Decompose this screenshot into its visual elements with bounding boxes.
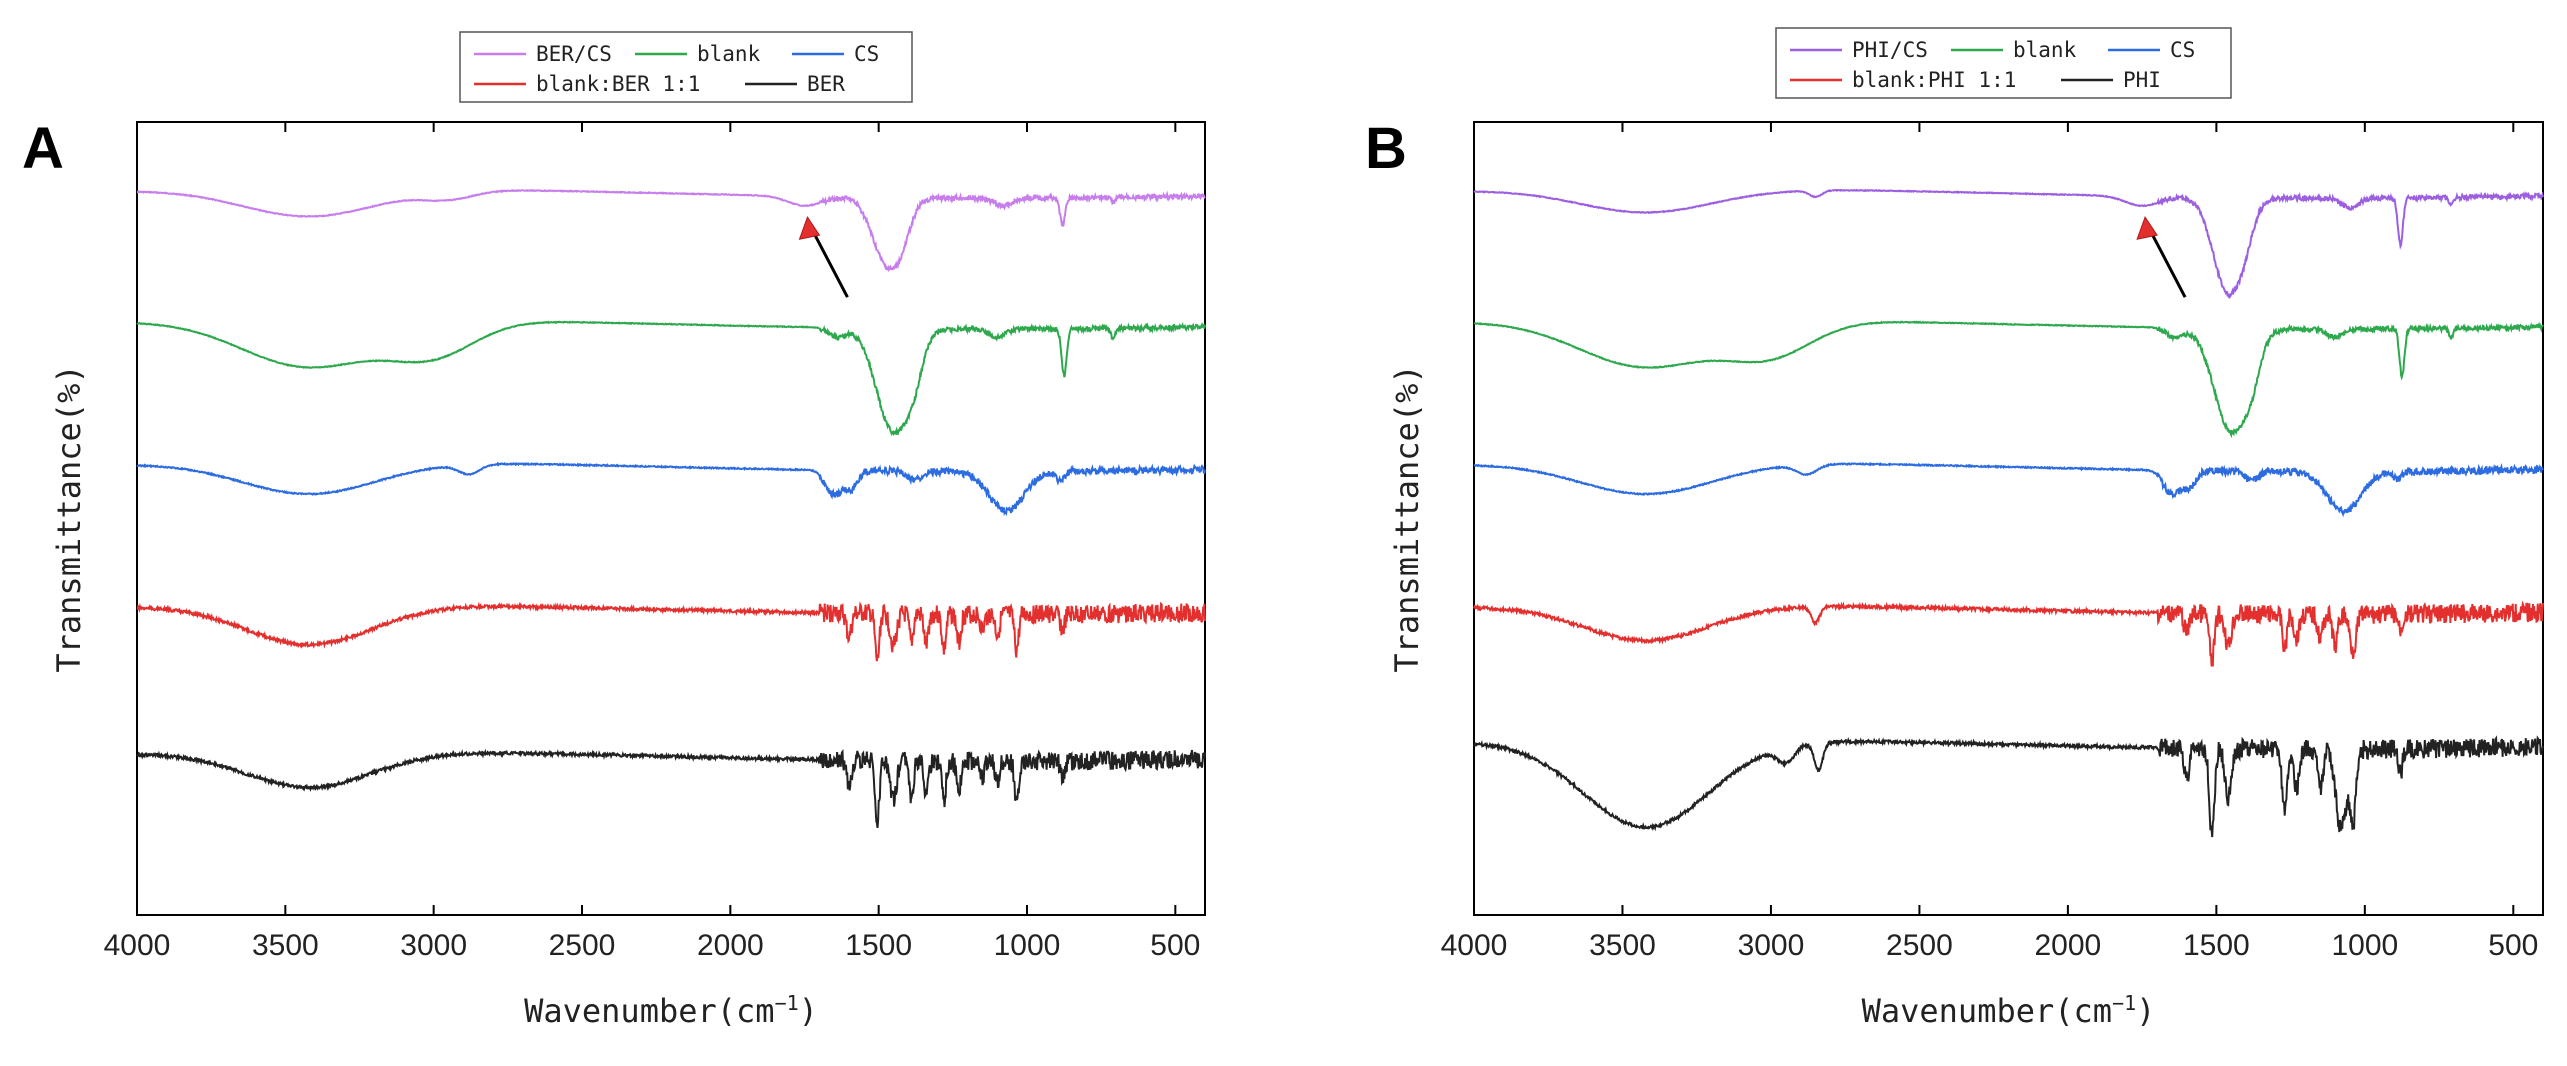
- series-line-phi: [1473, 735, 2544, 838]
- arrow-head: [2136, 216, 2158, 240]
- x-tick-label: 2500: [549, 929, 616, 962]
- legend: PHI/CS blank CS blank:PHI 1:1 PHI: [1775, 27, 2232, 99]
- legend-label: blank: [2013, 38, 2077, 62]
- panel-letter: B: [1365, 116, 1407, 181]
- plot-frame: [1473, 121, 2544, 916]
- y-axis-label: Transmittance(%): [1388, 364, 1426, 672]
- arrow-shaft: [812, 231, 849, 298]
- x-tick-label: 3000: [400, 929, 467, 962]
- series-line-ber-cs: [136, 188, 1206, 273]
- y-axis-label: Transmittance(%): [50, 364, 88, 672]
- plot-frame: [136, 121, 1206, 916]
- legend-label: PHI/CS: [1852, 38, 1928, 62]
- series-line-blank: [1473, 320, 2544, 439]
- legend-box: [1775, 27, 2232, 99]
- legend-box: [459, 31, 913, 103]
- series-line-blank-phi-1-1: [1473, 600, 2544, 667]
- x-tick-label: 2500: [1886, 929, 1953, 962]
- x-tick-label: 4000: [104, 929, 171, 962]
- legend: BER/CS blank CS blank:BER 1:1 BER: [459, 31, 913, 103]
- x-tick-label: 500: [2488, 929, 2538, 962]
- x-tick-label: 2000: [2035, 929, 2102, 962]
- legend-label: blank:BER 1:1: [536, 72, 700, 96]
- legend-label: blank: [697, 42, 761, 66]
- series-line-cs: [1473, 461, 2544, 518]
- x-tick-label: 3500: [252, 929, 319, 962]
- legend-label: CS: [854, 42, 879, 66]
- arrow-head: [798, 216, 821, 240]
- legend-label: BER/CS: [536, 42, 612, 66]
- panel-b: B 4000 3500 3000 2500 2000 1500 1000 500 Wavenumb…: [1365, 27, 2544, 1030]
- panel-a: A 4000 3500 3000 2500 2000 1500 1000 500 Wavenumb…: [22, 31, 1206, 1030]
- legend-label: PHI: [2123, 68, 2161, 92]
- x-tick-label: 2000: [697, 929, 764, 962]
- arrow-shaft: [2149, 231, 2187, 298]
- x-tick-label: 1500: [2183, 929, 2250, 962]
- series-line-blank: [136, 320, 1206, 437]
- series-line-blank-ber-1-1: [136, 601, 1206, 662]
- x-tick-label: 1000: [2331, 929, 2398, 962]
- x-tick-label: 1500: [845, 929, 912, 962]
- panel-letter: A: [22, 116, 64, 181]
- x-axis-label: Wavenumber(cm−1): [1862, 991, 2156, 1030]
- legend-label: blank:PHI 1:1: [1852, 68, 2016, 92]
- x-axis-label: Wavenumber(cm−1): [524, 991, 818, 1030]
- x-tick-label: 1000: [994, 929, 1061, 962]
- series-line-cs: [136, 461, 1206, 517]
- series-line-ber: [136, 748, 1206, 829]
- x-tick-label: 4000: [1441, 929, 1508, 962]
- series-line-phi-cs: [1473, 188, 2544, 300]
- x-tick-label: 3500: [1589, 929, 1656, 962]
- x-tick-label: 3000: [1738, 929, 1805, 962]
- legend-label: BER: [807, 72, 845, 96]
- x-tick-label: 500: [1150, 929, 1200, 962]
- legend-label: CS: [2170, 38, 2195, 62]
